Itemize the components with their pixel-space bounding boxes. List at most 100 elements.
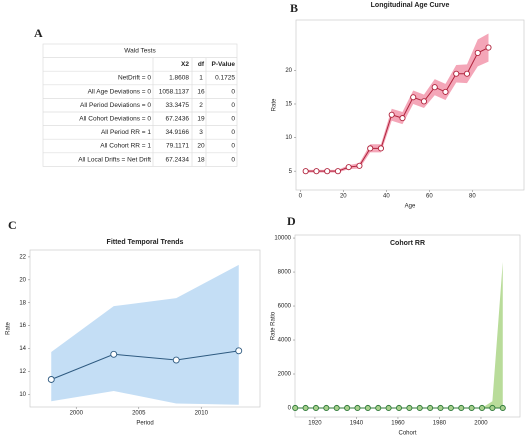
y-tick-label: 5 xyxy=(289,169,293,175)
table-cell: 1058.1137 xyxy=(159,88,190,95)
data-point xyxy=(302,168,309,175)
x-axis-title: Cohort xyxy=(398,431,416,437)
column-header: X2 xyxy=(181,61,189,68)
y-tick-label: 8000 xyxy=(278,270,292,276)
table-cell: All Local Drifts = Net Drift xyxy=(78,156,151,163)
data-point xyxy=(110,350,118,358)
chart-title: Cohort RR xyxy=(390,240,425,247)
data-point xyxy=(410,94,417,101)
table-cell: 67.2434 xyxy=(166,156,190,163)
table-cell: 20 xyxy=(197,143,205,150)
x-tick-label: 2005 xyxy=(132,411,146,417)
data-point xyxy=(324,168,331,175)
table-cell: 0 xyxy=(231,129,235,136)
table-cell: 1.8608 xyxy=(169,75,189,82)
data-point xyxy=(385,404,392,412)
y-tick-label: 0 xyxy=(288,406,292,412)
panel-label: A xyxy=(34,26,43,40)
data-point xyxy=(478,404,486,412)
y-tick-label: 2000 xyxy=(278,372,292,378)
confidence-band xyxy=(51,264,239,405)
x-tick-label: 0 xyxy=(299,194,303,200)
plot-frame xyxy=(294,234,521,418)
data-point xyxy=(395,404,403,412)
trend-line xyxy=(51,350,239,380)
data-point xyxy=(406,404,413,412)
data-point xyxy=(420,98,428,105)
data-point xyxy=(375,404,382,412)
x-tick-label: 40 xyxy=(383,194,390,200)
data-point xyxy=(364,404,371,412)
data-point xyxy=(367,145,374,152)
y-tick-label: 10000 xyxy=(274,236,291,242)
y-tick-label: 16 xyxy=(19,323,26,329)
data-point xyxy=(463,70,471,77)
table-cell: All Period Deviations = 0 xyxy=(80,102,151,109)
data-point xyxy=(345,164,352,171)
data-point xyxy=(292,404,299,412)
y-tick-label: 10 xyxy=(19,392,26,398)
table-cell: 34.9166 xyxy=(166,129,190,136)
x-tick-label: 1960 xyxy=(391,421,405,427)
data-point xyxy=(416,404,423,412)
table-cell: 0 xyxy=(231,88,235,95)
table-cell: All Period RR = 1 xyxy=(101,129,151,136)
table-cell: 0 xyxy=(231,143,235,150)
x-tick-label: 2000 xyxy=(474,421,488,427)
panel-label: D xyxy=(287,214,296,228)
table-cell: All Cohort RR = 1 xyxy=(100,143,151,150)
y-tick-label: 20 xyxy=(285,68,292,74)
table-cell: 18 xyxy=(197,156,205,163)
x-tick-label: 2000 xyxy=(70,411,84,417)
table-cell: 1 xyxy=(199,75,203,82)
table-cell: 2 xyxy=(199,102,203,109)
y-tick-label: 22 xyxy=(19,254,26,260)
chart-title: Fitted Temporal Trends xyxy=(107,239,184,246)
data-point xyxy=(437,404,444,412)
panel-label: B xyxy=(290,1,298,15)
x-axis-title: Age xyxy=(405,204,416,210)
y-tick-label: 18 xyxy=(19,300,26,306)
data-point xyxy=(447,404,454,412)
data-point xyxy=(377,145,385,152)
data-point xyxy=(323,404,330,412)
table-cell: 16 xyxy=(197,88,205,95)
table-title: Wald Tests xyxy=(124,48,156,55)
column-header: P-Value xyxy=(212,61,236,68)
data-point xyxy=(427,404,434,412)
data-point xyxy=(313,168,320,175)
table-frame xyxy=(42,43,238,167)
table-cell: 19 xyxy=(197,116,205,123)
data-point xyxy=(399,115,406,122)
table-cell: 0 xyxy=(231,116,235,123)
plot-frame xyxy=(29,249,261,408)
table-cell: 0 xyxy=(231,156,235,163)
y-tick-label: 12 xyxy=(19,369,26,375)
data-point xyxy=(334,168,341,175)
column-header: df xyxy=(198,61,205,68)
x-tick-label: 1920 xyxy=(308,421,322,427)
table-cell: 67.2436 xyxy=(166,116,190,123)
y-tick-label: 6000 xyxy=(278,304,292,310)
table-cell: 0 xyxy=(231,102,235,109)
data-point xyxy=(47,376,55,383)
y-axis-title: Rate xyxy=(6,322,12,335)
data-point xyxy=(388,111,395,118)
panel-label: C xyxy=(8,218,17,232)
table-cell: All Cohort Deviations = 0 xyxy=(79,116,151,123)
data-point xyxy=(354,404,361,412)
y-tick-label: 20 xyxy=(19,277,26,283)
x-tick-label: 80 xyxy=(469,194,476,200)
data-point xyxy=(489,404,496,412)
y-tick-label: 4000 xyxy=(278,338,292,344)
y-tick-label: 15 xyxy=(285,102,292,108)
data-point xyxy=(442,88,449,95)
y-axis-title: Rate xyxy=(272,98,278,111)
x-tick-label: 60 xyxy=(426,194,433,200)
table-cell: 33.3475 xyxy=(166,102,190,109)
x-tick-label: 1940 xyxy=(350,421,364,427)
data-point xyxy=(485,44,492,51)
data-point xyxy=(235,347,243,355)
table-cell: 79.1171 xyxy=(166,143,189,150)
